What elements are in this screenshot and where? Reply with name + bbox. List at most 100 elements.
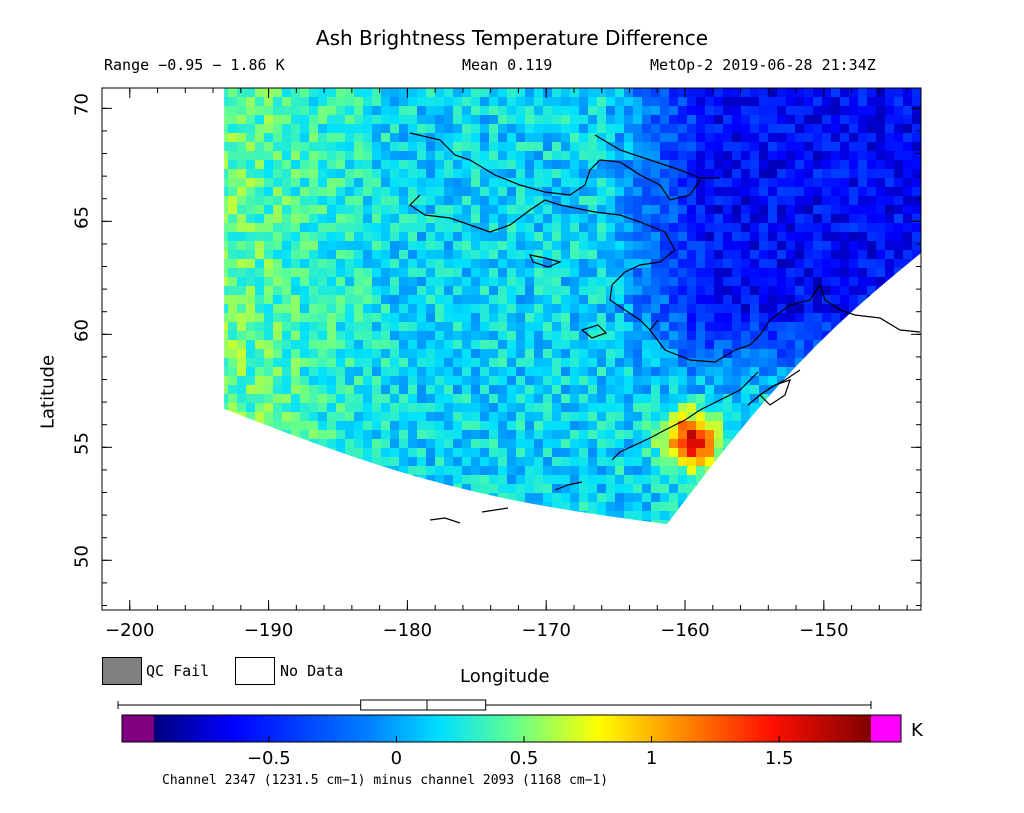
swath-cell: [786, 196, 796, 206]
swath-cell: [129, 493, 139, 503]
swath-cell: [525, 340, 535, 350]
swath-cell: [300, 412, 310, 422]
swath-cell: [579, 358, 589, 368]
swath-cell: [507, 250, 517, 260]
swath-cell: [210, 88, 220, 98]
swath-cell: [777, 493, 787, 503]
swath-cell: [633, 358, 643, 368]
swath-cell: [525, 385, 535, 395]
swath-cell: [426, 322, 436, 332]
swath-cell: [345, 124, 355, 134]
swath-cell: [840, 511, 850, 521]
swath-cell: [507, 223, 517, 233]
swath-cell: [138, 457, 148, 467]
swath-cell: [912, 520, 921, 525]
swath-cell: [246, 286, 256, 296]
swath-cell: [867, 349, 877, 359]
swath-cell: [453, 502, 463, 512]
swath-cell: [714, 520, 724, 525]
swath-cell: [543, 340, 553, 350]
swath-cell: [849, 97, 859, 107]
swath-cell: [318, 133, 328, 143]
swath-cell: [417, 448, 427, 458]
swath-cell: [651, 403, 661, 413]
swath-cell: [192, 358, 202, 368]
swath-cell: [111, 160, 121, 170]
swath-cell: [174, 97, 184, 107]
swath-cell: [417, 556, 427, 566]
swath-cell: [147, 394, 157, 404]
swath-cell: [147, 259, 157, 269]
swath-cell: [399, 412, 409, 422]
swath-cell: [426, 268, 436, 278]
swath-cell: [111, 475, 121, 485]
swath-cell: [507, 502, 517, 512]
swath-cell: [462, 430, 472, 440]
swath-cell: [246, 295, 256, 305]
swath-cell: [237, 385, 247, 395]
swath-cell: [768, 106, 778, 116]
swath-cell: [840, 439, 850, 449]
swath-cell: [228, 412, 238, 422]
swath-cell: [741, 142, 751, 152]
swath-cell: [480, 313, 490, 323]
swath-cell: [687, 394, 697, 404]
swath-cell: [318, 142, 328, 152]
swath-cell: [795, 106, 805, 116]
swath-cell: [570, 385, 580, 395]
swath-cell: [354, 376, 364, 386]
swath-cell: [462, 187, 472, 197]
swath-cell: [759, 106, 769, 116]
swath-cell: [777, 250, 787, 260]
swath-cell: [624, 97, 634, 107]
swath-cell: [192, 556, 202, 566]
swath-cell: [237, 448, 247, 458]
swath-cell: [633, 241, 643, 251]
swath-cell: [732, 295, 742, 305]
swath-cell: [660, 277, 670, 287]
swath-cell: [183, 475, 193, 485]
swath-cell: [741, 196, 751, 206]
swath-cell: [732, 97, 742, 107]
swath-cell: [224, 196, 229, 206]
swath-cell: [318, 556, 328, 566]
swath-cell: [552, 466, 562, 476]
swath-cell: [435, 493, 445, 503]
swath-cell: [282, 250, 292, 260]
swath-cell: [282, 169, 292, 179]
swath-cell: [669, 565, 679, 575]
swath-cell: [840, 547, 850, 557]
swath-cell: [732, 250, 742, 260]
swath-cell: [201, 547, 211, 557]
swath-cell: [849, 448, 859, 458]
swath-cell: [615, 259, 625, 269]
swath-cell: [417, 484, 427, 494]
swath-cell: [714, 493, 724, 503]
swath-cell: [894, 493, 904, 503]
swath-cell: [777, 88, 787, 98]
swath-cell: [291, 376, 301, 386]
swath-cell: [894, 475, 904, 485]
swath-cell: [795, 196, 805, 206]
swath-cell: [885, 178, 895, 188]
swath-cell: [435, 187, 445, 197]
swath-cell: [615, 349, 625, 359]
swath-cell: [570, 124, 580, 134]
swath-cell: [633, 142, 643, 152]
swath-cell: [741, 565, 751, 575]
swath-cell: [435, 502, 445, 512]
swath-cell: [255, 115, 265, 125]
swath-cell: [759, 124, 769, 134]
swath-cell: [840, 286, 850, 296]
swath-cell: [750, 115, 760, 125]
swath-cell: [840, 277, 850, 287]
swath-cell: [669, 340, 679, 350]
swath-cell: [534, 304, 544, 314]
swath-cell: [480, 520, 490, 525]
swath-cell: [606, 295, 616, 305]
swath-cell: [912, 493, 921, 503]
swath-cell: [435, 520, 445, 525]
swath-cell: [624, 286, 634, 296]
swath-cell: [804, 367, 814, 377]
swath-cell: [597, 142, 607, 152]
